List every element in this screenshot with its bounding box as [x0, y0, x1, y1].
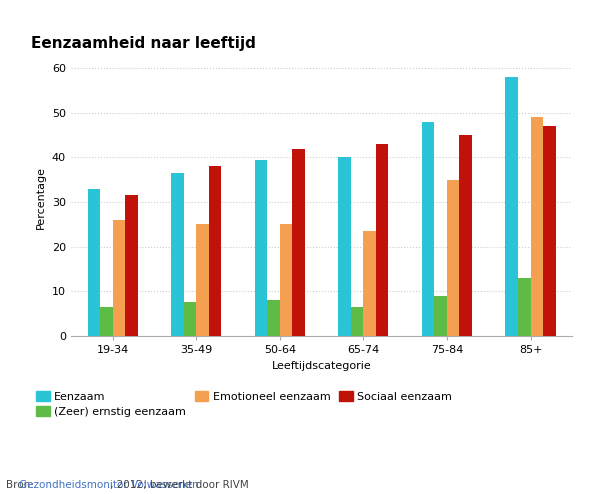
Bar	[447, 180, 460, 336]
Bar	[267, 300, 280, 336]
Bar	[422, 122, 434, 336]
Bar	[292, 149, 305, 336]
Bar	[100, 307, 113, 336]
Bar	[209, 166, 221, 336]
Bar	[255, 160, 267, 336]
Bar	[87, 189, 100, 336]
Text: , 2012; bewerkt door RIVM: , 2012; bewerkt door RIVM	[110, 480, 249, 490]
Bar	[376, 144, 388, 336]
Text: Bron:: Bron:	[6, 480, 37, 490]
Bar	[171, 173, 183, 336]
Bar	[363, 231, 376, 336]
Bar	[530, 117, 543, 336]
Bar	[434, 296, 447, 336]
Bar	[351, 307, 363, 336]
Text: Gezondheidsmonitor Volwassenen: Gezondheidsmonitor Volwassenen	[19, 480, 198, 490]
Text: Eenzaamheid naar leeftijd: Eenzaamheid naar leeftijd	[31, 36, 255, 51]
Bar	[125, 195, 137, 336]
Bar	[113, 220, 125, 336]
X-axis label: Leeftijdscategorie: Leeftijdscategorie	[271, 361, 372, 370]
Bar	[506, 77, 518, 336]
Bar	[338, 158, 351, 336]
Bar	[196, 224, 209, 336]
Bar	[183, 302, 196, 336]
Bar	[543, 126, 556, 336]
Legend: Eenzaam, (Zeer) ernstig eenzaam, Emotioneel eenzaam, Sociaal eenzaam: Eenzaam, (Zeer) ernstig eenzaam, Emotion…	[36, 391, 452, 417]
Bar	[280, 224, 292, 336]
Bar	[460, 135, 472, 336]
Y-axis label: Percentage: Percentage	[36, 166, 46, 229]
Bar	[518, 278, 530, 336]
